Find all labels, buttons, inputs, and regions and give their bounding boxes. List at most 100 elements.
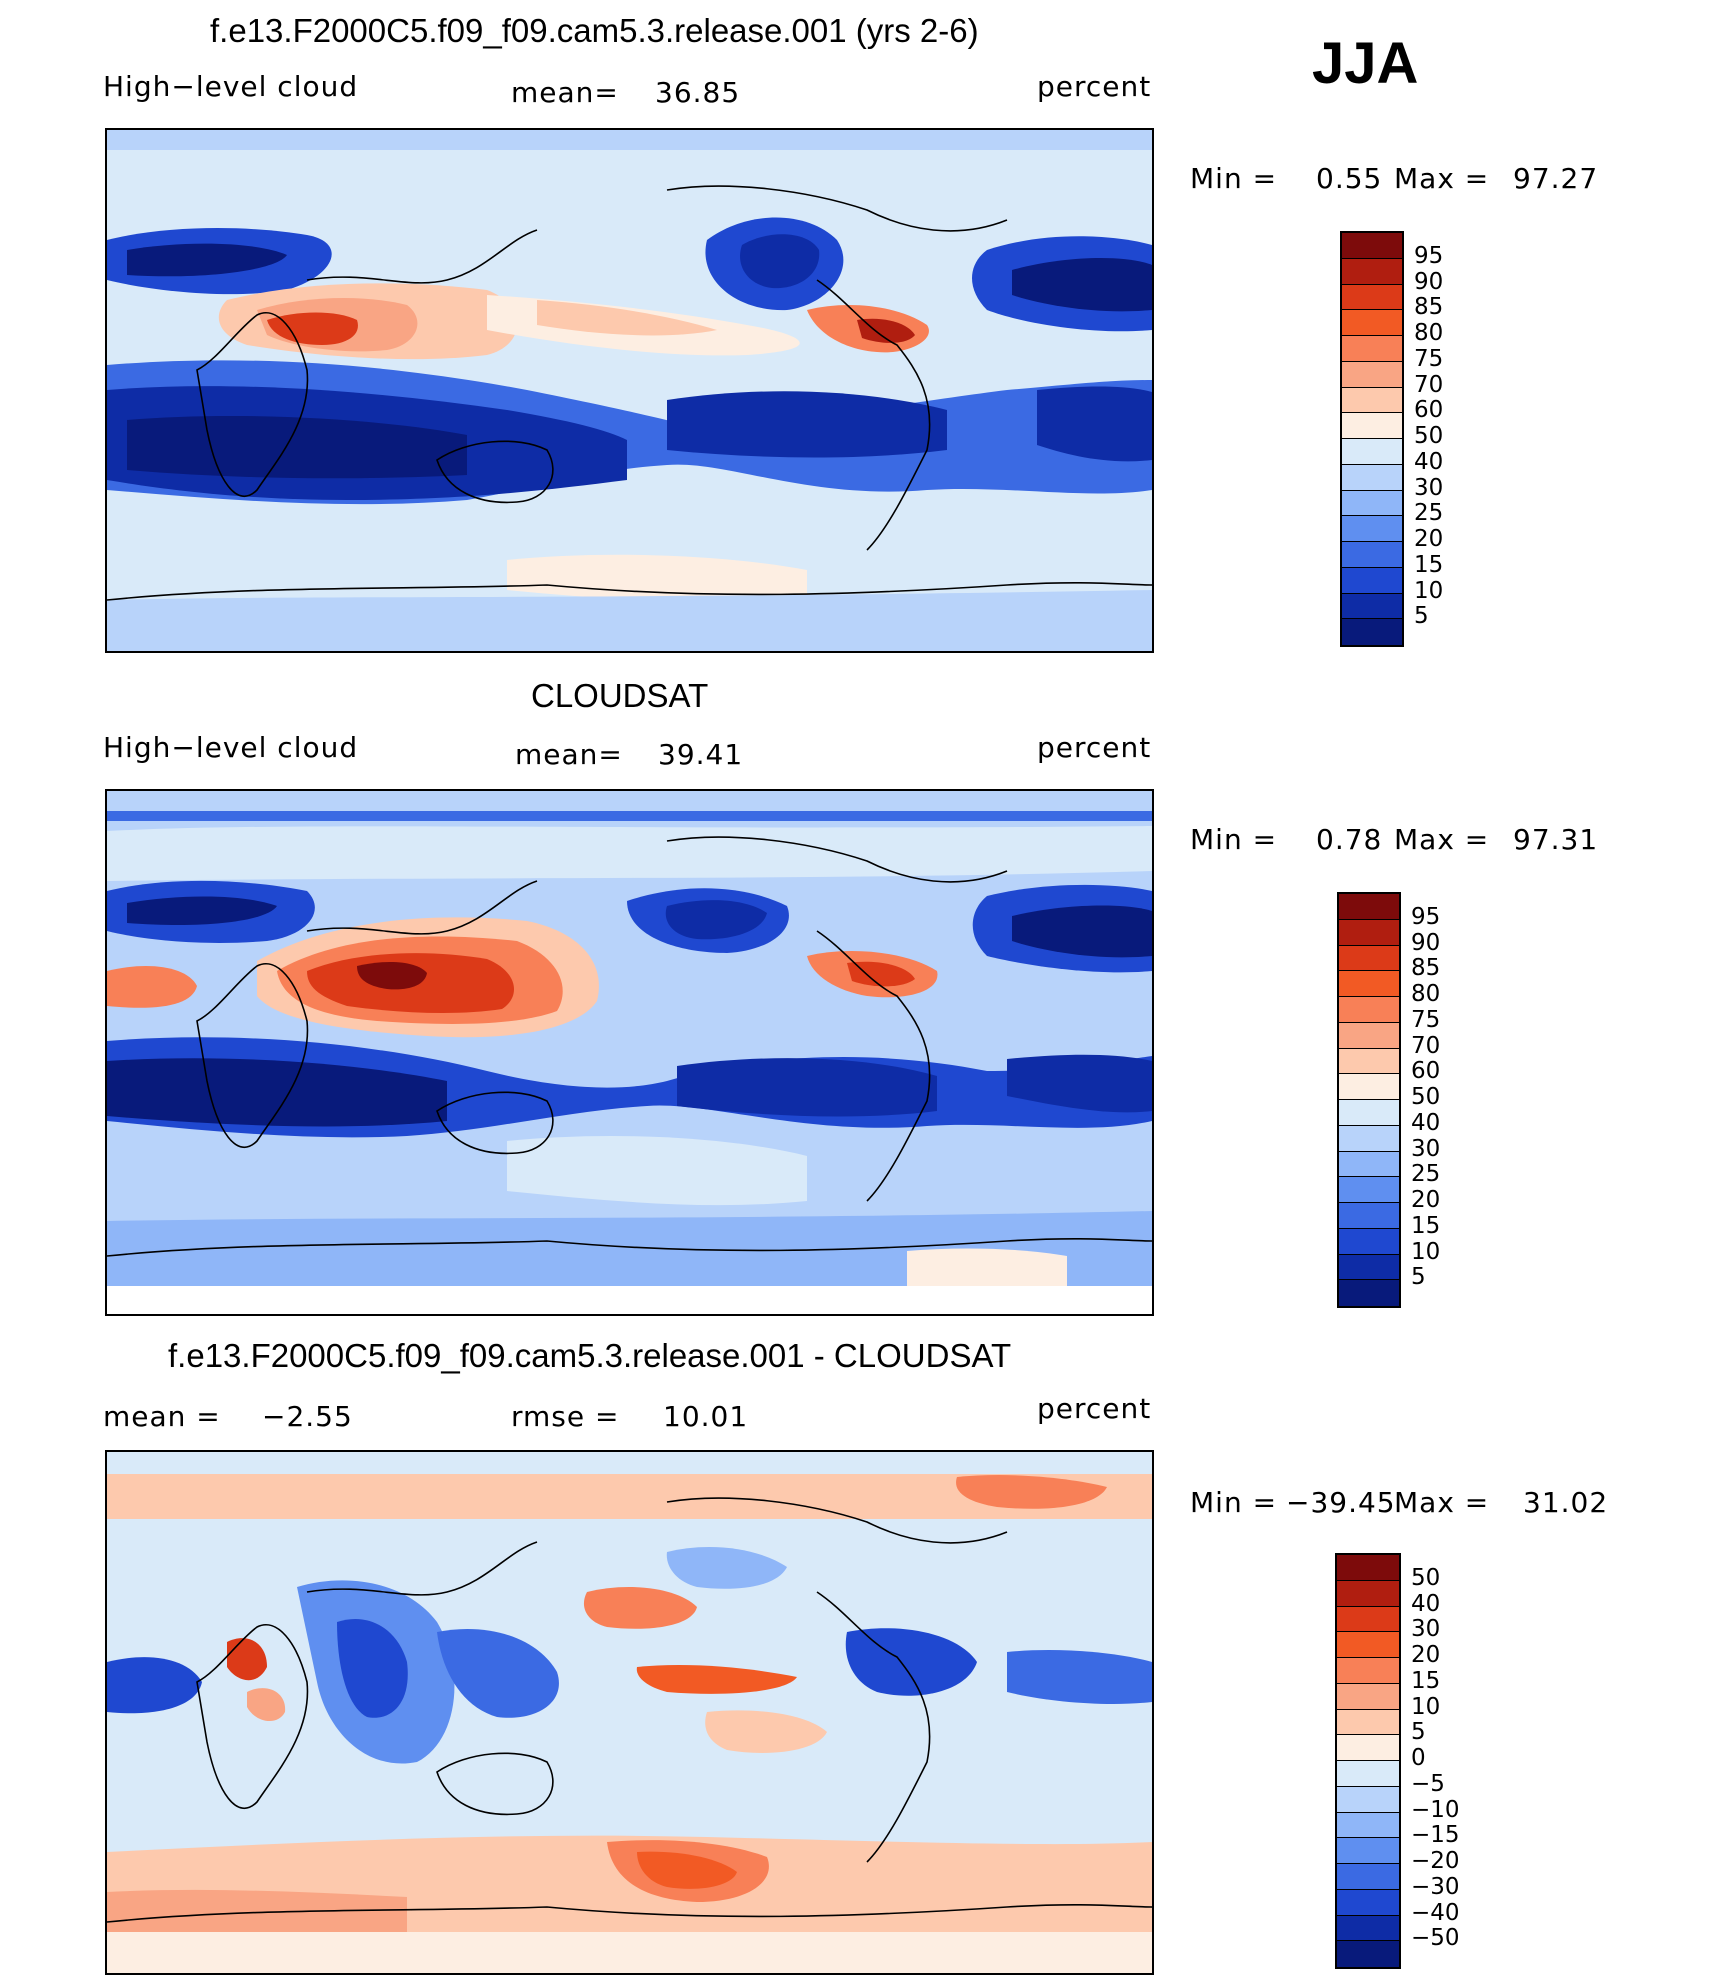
panel2-variable-label: High−level cloud [103,731,359,764]
colorbar-swatch [1339,1280,1399,1306]
panel1-max-label: Max = [1394,162,1490,195]
colorbar-tick-label: 0 [1411,1745,1426,1771]
panel3-units: percent [1037,1392,1152,1425]
panel3-min-label: Min = [1190,1486,1278,1519]
panel3-max-value: 31.02 [1523,1486,1609,1519]
colorbar-swatch [1337,1941,1399,1967]
panel3-title: f.e13.F2000C5.f09_f09.cam5.3.release.001… [168,1337,1012,1374]
colorbar-tick-label: 15 [1411,1212,1441,1239]
colorbar-swatch [1342,284,1402,311]
colorbar-tick-label: 5 [1414,603,1429,630]
panel1-min-value: 0.55 [1316,162,1383,195]
colorbar-swatch [1342,439,1402,465]
colorbar-tick-label: 60 [1414,397,1444,424]
colorbar-swatch [1342,310,1402,336]
panel2-min-value: 0.78 [1316,823,1383,856]
panel2-map [105,789,1154,1316]
colorbar-swatch [1342,542,1402,568]
colorbar-tick-label: −15 [1411,1822,1460,1849]
colorbar-tick-label: 5 [1411,1264,1426,1291]
panel3-mean-value: −2.55 [262,1400,353,1433]
colorbar-tick-label: 95 [1414,242,1444,269]
colorbar-swatch [1342,516,1402,542]
colorbar-tick-label: 80 [1414,320,1444,346]
panel1-max-value: 97.27 [1513,162,1599,195]
colorbar-swatch [1337,1864,1399,1890]
panel1-variable-label: High−level cloud [103,70,359,103]
panel1-contour-field [107,130,1152,651]
colorbar-swatch [1339,997,1399,1023]
colorbar-swatch [1337,1580,1399,1607]
colorbar-swatch [1339,894,1399,920]
colorbar-swatch [1342,593,1402,620]
panel3-map [105,1450,1154,1975]
colorbar-swatch [1339,1074,1399,1100]
colorbar-tick-label: 25 [1414,500,1444,527]
colorbar-swatch [1342,336,1402,362]
colorbar-swatch [1342,464,1402,491]
panel2-mean-label: mean= [515,738,623,771]
colorbar-swatch [1339,1151,1399,1178]
colorbar-tick-label: 95 [1411,903,1441,930]
colorbar-swatch [1337,1786,1399,1813]
colorbar-tick-label: 50 [1414,423,1444,449]
colorbar-swatch [1339,1022,1399,1049]
panel2-max-label: Max = [1394,823,1490,856]
colorbar-swatch [1342,567,1402,594]
colorbar-swatch [1337,1838,1399,1864]
colorbar-swatch [1337,1761,1399,1787]
panel2-max-value: 97.31 [1513,823,1599,856]
panel1-title: f.e13.F2000C5.f09_f09.cam5.3.release.001… [210,12,979,49]
colorbar-swatch [1342,490,1402,517]
colorbar-swatch [1339,945,1399,972]
colorbar-tick-label: 10 [1414,577,1444,604]
colorbar-swatch [1339,1254,1399,1281]
colorbar-tick-label: 10 [1411,1693,1441,1720]
colorbar-tick-label: 40 [1411,1109,1441,1136]
colorbar-tick-label: 50 [1411,1564,1441,1591]
colorbar-box [1335,1553,1401,1969]
colorbar-tick-label: 25 [1411,1161,1441,1188]
colorbar-swatch [1337,1658,1399,1684]
colorbar-tick-label: 75 [1411,1006,1441,1033]
colorbar-tick-label: 60 [1411,1058,1441,1085]
colorbar-tick-label: 80 [1411,981,1441,1007]
colorbar-swatch [1339,1048,1399,1075]
colorbar-swatch [1339,1177,1399,1203]
panel1-units: percent [1037,70,1152,103]
colorbar-tick-label: 70 [1414,371,1444,398]
colorbar-box [1337,892,1401,1308]
panel2-mean-value: 39.41 [658,738,744,771]
colorbar-tick-label: 30 [1414,474,1444,501]
colorbar-swatch [1339,919,1399,946]
colorbar-swatch [1337,1735,1399,1761]
colorbar-swatch [1342,619,1402,645]
colorbar-swatch [1342,387,1402,414]
colorbar-swatch [1337,1915,1399,1942]
colorbar-tick-label: 90 [1411,929,1441,956]
colorbar-swatch [1342,233,1402,259]
colorbar-tick-label: 40 [1411,1590,1441,1617]
panel1-map [105,128,1154,653]
colorbar-tick-label: 15 [1411,1667,1441,1694]
colorbar-swatch [1339,1125,1399,1152]
colorbar-tick-label: 90 [1414,268,1444,295]
colorbar-tick-label: 30 [1411,1616,1441,1643]
colorbar-tick-label: −5 [1411,1770,1445,1797]
colorbar-tick-label: 5 [1411,1719,1426,1746]
panel3-min-value: −39.45 [1286,1486,1396,1519]
colorbar-swatch [1339,1100,1399,1126]
colorbar-tick-label: 15 [1414,551,1444,578]
colorbar-swatch [1342,361,1402,388]
colorbar-swatch [1337,1889,1399,1916]
panel3-contour-field [107,1452,1152,1973]
colorbar-swatch [1337,1555,1399,1581]
colorbar-tick-label: −30 [1411,1873,1460,1900]
colorbar-tick-label: 20 [1411,1642,1441,1668]
panel2-units: percent [1037,731,1152,764]
colorbar-swatch [1339,971,1399,997]
colorbar-swatch [1339,1203,1399,1229]
colorbar-tick-label: 10 [1411,1238,1441,1265]
colorbar-tick-label: −50 [1411,1925,1460,1952]
colorbar-swatch [1337,1632,1399,1658]
